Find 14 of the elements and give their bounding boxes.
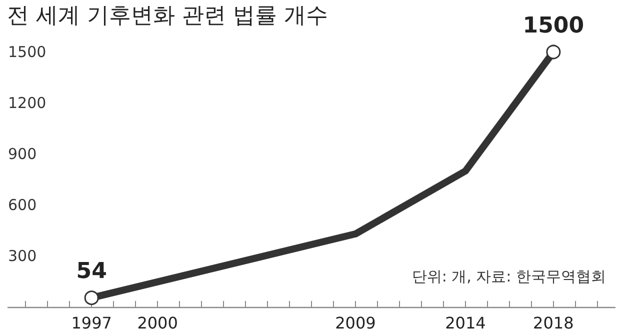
x-tick-label: 2000 xyxy=(137,314,178,332)
y-tick-label: 1200 xyxy=(8,94,46,112)
text: 1500 xyxy=(522,13,584,38)
x-tick-label: 2018 xyxy=(533,314,574,332)
text: 54 xyxy=(76,259,107,284)
x-tick-label: 1997 xyxy=(71,314,112,332)
y-tick-label: 900 xyxy=(8,145,37,163)
y-tick-label: 300 xyxy=(8,247,37,265)
x-tick-label: 2014 xyxy=(445,314,486,332)
y-tick-label: 1500 xyxy=(8,43,46,61)
x-tick-label: 2009 xyxy=(335,314,376,332)
annotation: 단위: 개, 자료: 한국무역협회 xyxy=(412,268,606,286)
y-tick-label: 600 xyxy=(8,196,37,214)
chart-title: 전 세계 기후변화 관련 법률 개수 xyxy=(7,4,328,28)
